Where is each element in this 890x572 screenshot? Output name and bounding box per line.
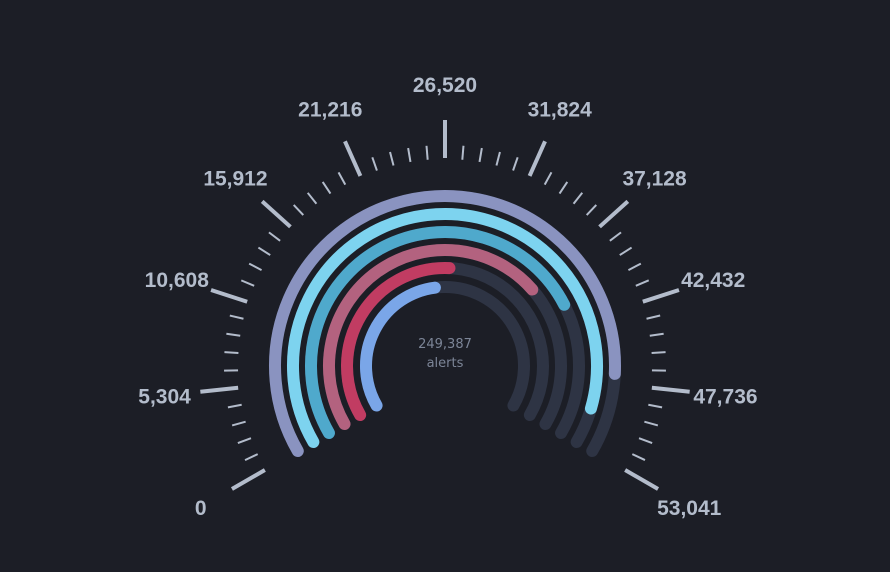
minor-tick	[648, 403, 663, 409]
minor-tick	[227, 403, 242, 409]
minor-tick	[627, 262, 642, 271]
minor-tick	[226, 332, 241, 337]
gauge-ticks	[200, 120, 690, 491]
minor-tick	[638, 437, 653, 444]
major-tick	[598, 199, 630, 229]
minor-tick	[649, 332, 664, 337]
radial-bar	[322, 243, 539, 430]
gauge-arcs	[269, 189, 621, 457]
tick-label: 10,608	[145, 269, 210, 292]
minor-tick	[240, 279, 255, 287]
minor-tick	[585, 204, 598, 216]
major-tick	[651, 385, 690, 394]
tick-label: 5,304	[138, 385, 191, 408]
minor-tick	[389, 151, 395, 166]
major-tick	[343, 140, 363, 177]
tick-label: 0	[195, 497, 207, 520]
gauge-tick-labels: 0 5,304 10,608 15,912 21,216 26,520 31,824 37,1…	[138, 74, 757, 520]
major-tick	[230, 468, 266, 491]
major-tick	[624, 468, 660, 491]
major-tick	[260, 199, 292, 229]
tick-label: 37,128	[622, 167, 687, 190]
tick-label: 47,736	[693, 385, 757, 408]
major-tick	[210, 288, 248, 304]
minor-tick	[572, 192, 584, 205]
minor-tick	[257, 246, 271, 256]
tick-label: 42,432	[681, 269, 745, 292]
center-total-value: 249,387	[418, 337, 472, 352]
minor-tick	[229, 314, 244, 320]
radial-bar	[305, 226, 571, 439]
minor-tick	[425, 145, 429, 160]
minor-tick	[635, 279, 650, 287]
minor-tick	[292, 204, 305, 216]
center-total-label: alerts	[427, 356, 464, 371]
minor-tick	[407, 147, 412, 163]
minor-tick	[337, 171, 347, 186]
minor-tick	[237, 437, 252, 444]
minor-tick	[631, 453, 646, 461]
minor-tick	[224, 351, 239, 354]
radial-bar	[269, 190, 621, 457]
minor-tick	[543, 171, 553, 186]
tick-label: 15,912	[203, 167, 267, 190]
minor-tick	[248, 262, 263, 271]
minor-tick	[231, 420, 246, 427]
tick-label: 21,216	[298, 98, 362, 121]
major-tick	[527, 140, 547, 177]
minor-tick	[609, 231, 622, 242]
minor-tick	[651, 351, 666, 354]
minor-tick	[644, 420, 659, 427]
minor-tick	[478, 147, 483, 163]
minor-tick	[646, 314, 661, 320]
minor-tick	[244, 453, 259, 462]
minor-tick	[619, 246, 633, 256]
minor-tick	[558, 181, 569, 195]
radial-bar	[287, 208, 603, 448]
tick-label: 31,824	[528, 98, 593, 121]
tick-label: 53,041	[657, 497, 722, 520]
minor-tick	[461, 145, 465, 160]
major-tick	[200, 385, 239, 394]
major-tick	[642, 288, 680, 304]
minor-tick	[371, 156, 378, 171]
minor-tick	[306, 192, 318, 205]
minor-tick	[512, 156, 519, 171]
radial-bar	[341, 262, 456, 421]
tick-label: 26,520	[413, 74, 477, 97]
radial-bar	[360, 281, 441, 412]
minor-tick	[268, 231, 281, 242]
minor-tick	[321, 181, 332, 195]
minor-tick	[495, 151, 501, 166]
